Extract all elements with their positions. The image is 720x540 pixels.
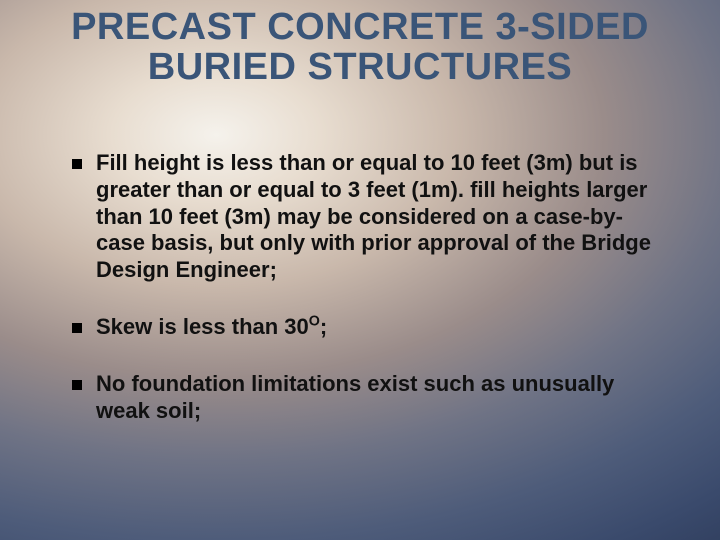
slide-title: PRECAST CONCRETE 3-SIDED BURIED STRUCTUR… <box>0 8 720 88</box>
title-line-2: BURIED STRUCTURES <box>148 46 572 88</box>
bullet-text-post: ; <box>320 314 327 339</box>
slide: PRECAST CONCRETE 3-SIDED BURIED STRUCTUR… <box>0 0 720 540</box>
title-line-1: PRECAST CONCRETE 3-SIDED <box>71 6 649 48</box>
superscript: O <box>309 314 320 330</box>
bullet-list: Fill height is less than or equal to 10 … <box>72 150 662 455</box>
list-item: Skew is less than 30O; <box>72 314 662 341</box>
bullet-marker-icon <box>72 159 82 169</box>
bullet-text: Fill height is less than or equal to 10 … <box>96 150 662 284</box>
bullet-text-pre: Skew is less than 30 <box>96 314 309 339</box>
list-item: Fill height is less than or equal to 10 … <box>72 150 662 284</box>
bullet-text: No foundation limitations exist such as … <box>96 371 662 425</box>
bullet-marker-icon <box>72 380 82 390</box>
list-item: No foundation limitations exist such as … <box>72 371 662 425</box>
bullet-text: Skew is less than 30O; <box>96 314 662 341</box>
bullet-marker-icon <box>72 323 82 333</box>
